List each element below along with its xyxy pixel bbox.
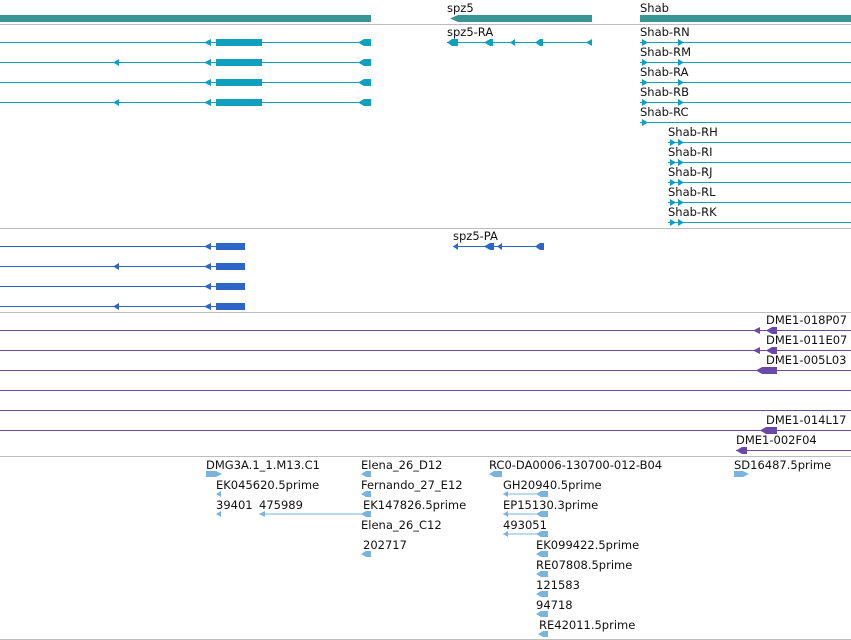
- transcript-shab-rb[interactable]: [640, 99, 851, 106]
- est-label: GH20940.5prime: [503, 478, 602, 492]
- clone-label: DME1-005L03: [766, 353, 847, 367]
- est-label: EK045620.5prime: [216, 478, 319, 492]
- est-rc0-da0006[interactable]: [489, 471, 502, 477]
- gene-bar-left[interactable]: [0, 15, 371, 22]
- est-label: RC0-DA0006-130700-012-B04: [489, 458, 662, 472]
- clone-dme1-002f04[interactable]: [736, 447, 851, 454]
- transcript-left-4[interactable]: [0, 99, 371, 106]
- est-elena-26-d12[interactable]: [361, 471, 371, 477]
- est-121583[interactable]: [536, 591, 548, 597]
- protein-spz5-pa[interactable]: [453, 243, 544, 250]
- est-label: 493051: [503, 518, 547, 532]
- gene-bar-spz5[interactable]: [458, 15, 592, 22]
- clone-label: DME1-011E07: [766, 333, 847, 347]
- clone-dme1-005l03[interactable]: [0, 367, 851, 374]
- transcript-spz5-ra[interactable]: [447, 39, 592, 46]
- est-label: 475989: [259, 498, 303, 512]
- clone-dme1-018p07[interactable]: [0, 327, 851, 334]
- gene-bar-shab[interactable]: [640, 15, 851, 22]
- est-label: Elena_26_C12: [361, 518, 442, 532]
- est-label: EK147826.5prime: [363, 498, 466, 512]
- est-202717[interactable]: [361, 551, 371, 557]
- est-39401[interactable]: [216, 511, 221, 517]
- transcript-shab-rc[interactable]: [640, 119, 851, 126]
- est-label: 94718: [536, 598, 573, 612]
- est-track: [206, 471, 749, 637]
- transcript-left-3[interactable]: [0, 79, 371, 86]
- est-sd16487[interactable]: [734, 471, 749, 477]
- transcript-label: Shab-RI: [668, 145, 712, 159]
- gene-label-spz5: spz5: [447, 1, 474, 15]
- est-label: EP15130.3prime: [503, 498, 598, 512]
- est-94718[interactable]: [536, 611, 548, 617]
- clone-dme1-014l17[interactable]: [0, 427, 851, 434]
- transcript-shab-rn[interactable]: [640, 39, 851, 46]
- est-gh20940[interactable]: [503, 491, 548, 497]
- transcript-label: Shab-RL: [668, 185, 716, 199]
- est-label: Elena_26_D12: [361, 458, 443, 472]
- protein-left-1[interactable]: [0, 243, 245, 250]
- est-label: 121583: [536, 578, 580, 592]
- est-ek099422[interactable]: [536, 551, 548, 557]
- est-labels: DMG3A.1_1.M13.C1 Elena_26_D12 RC0-DA0006…: [206, 458, 831, 632]
- protein-track: spz5-PA: [0, 229, 544, 310]
- est-ep15130[interactable]: [503, 511, 548, 517]
- gene-track: spz5 Shab: [0, 1, 851, 22]
- est-label: Fernando_27_E12: [361, 478, 463, 492]
- transcript-label: Shab-RJ: [668, 165, 712, 179]
- transcript-shab-rm[interactable]: [640, 59, 851, 66]
- protein-left-2[interactable]: [0, 263, 245, 270]
- clone-labels: DME1-018P07 DME1-011E07 DME1-005L03 DME1…: [736, 313, 847, 447]
- clone-dme1-011e07[interactable]: [0, 347, 851, 354]
- transcript-left-2[interactable]: [0, 59, 371, 66]
- est-ek045620[interactable]: [216, 491, 221, 497]
- est-label: DMG3A.1_1.M13.C1: [206, 458, 320, 472]
- protein-left-3[interactable]: [0, 283, 245, 290]
- clone-track: [0, 327, 851, 454]
- transcript-track: [0, 39, 851, 226]
- gene-strand-arrow: [450, 15, 458, 22]
- transcript-label: Shab-RM: [640, 45, 691, 59]
- transcript-label: spz5-RA: [447, 25, 493, 39]
- transcript-label: Shab-RB: [640, 85, 689, 99]
- est-label: SD16487.5prime: [734, 458, 831, 472]
- transcript-label: Shab-RH: [668, 125, 718, 139]
- transcript-labels: spz5-RA Shab-RN Shab-RM Shab-RA Shab-RB …: [447, 25, 718, 219]
- est-475989[interactable]: [259, 511, 371, 517]
- transcript-label: Shab-RC: [640, 105, 689, 119]
- clone-label: DME1-014L17: [766, 413, 847, 427]
- transcript-label: Shab-RA: [640, 65, 689, 79]
- est-re42011[interactable]: [538, 631, 548, 637]
- transcript-label: Shab-RN: [640, 25, 690, 39]
- est-fernando-27-e12[interactable]: [361, 491, 371, 497]
- est-re07808[interactable]: [536, 571, 548, 577]
- est-label: RE42011.5prime: [539, 618, 635, 632]
- transcript-shab-rh[interactable]: [668, 139, 851, 146]
- est-label: RE07808.5prime: [536, 558, 632, 572]
- gene-label-shab: Shab: [640, 1, 669, 15]
- est-493051[interactable]: [503, 531, 548, 537]
- est-label: 39401: [216, 498, 253, 512]
- est-label: 202717: [363, 538, 407, 552]
- est-dmg3a[interactable]: [206, 471, 222, 477]
- transcript-shab-ri[interactable]: [668, 159, 851, 166]
- clone-label: DME1-002F04: [736, 433, 817, 447]
- transcript-shab-rl[interactable]: [668, 199, 851, 206]
- protein-label: spz5-PA: [453, 229, 498, 243]
- transcript-shab-rk[interactable]: [668, 219, 851, 226]
- transcript-shab-rj[interactable]: [668, 179, 851, 186]
- transcript-shab-ra[interactable]: [640, 79, 851, 86]
- transcript-left-1[interactable]: [0, 39, 371, 46]
- clone-label: DME1-018P07: [766, 313, 847, 327]
- protein-left-4[interactable]: [0, 303, 245, 310]
- transcript-label: Shab-RK: [668, 205, 717, 219]
- est-label: EK099422.5prime: [536, 538, 639, 552]
